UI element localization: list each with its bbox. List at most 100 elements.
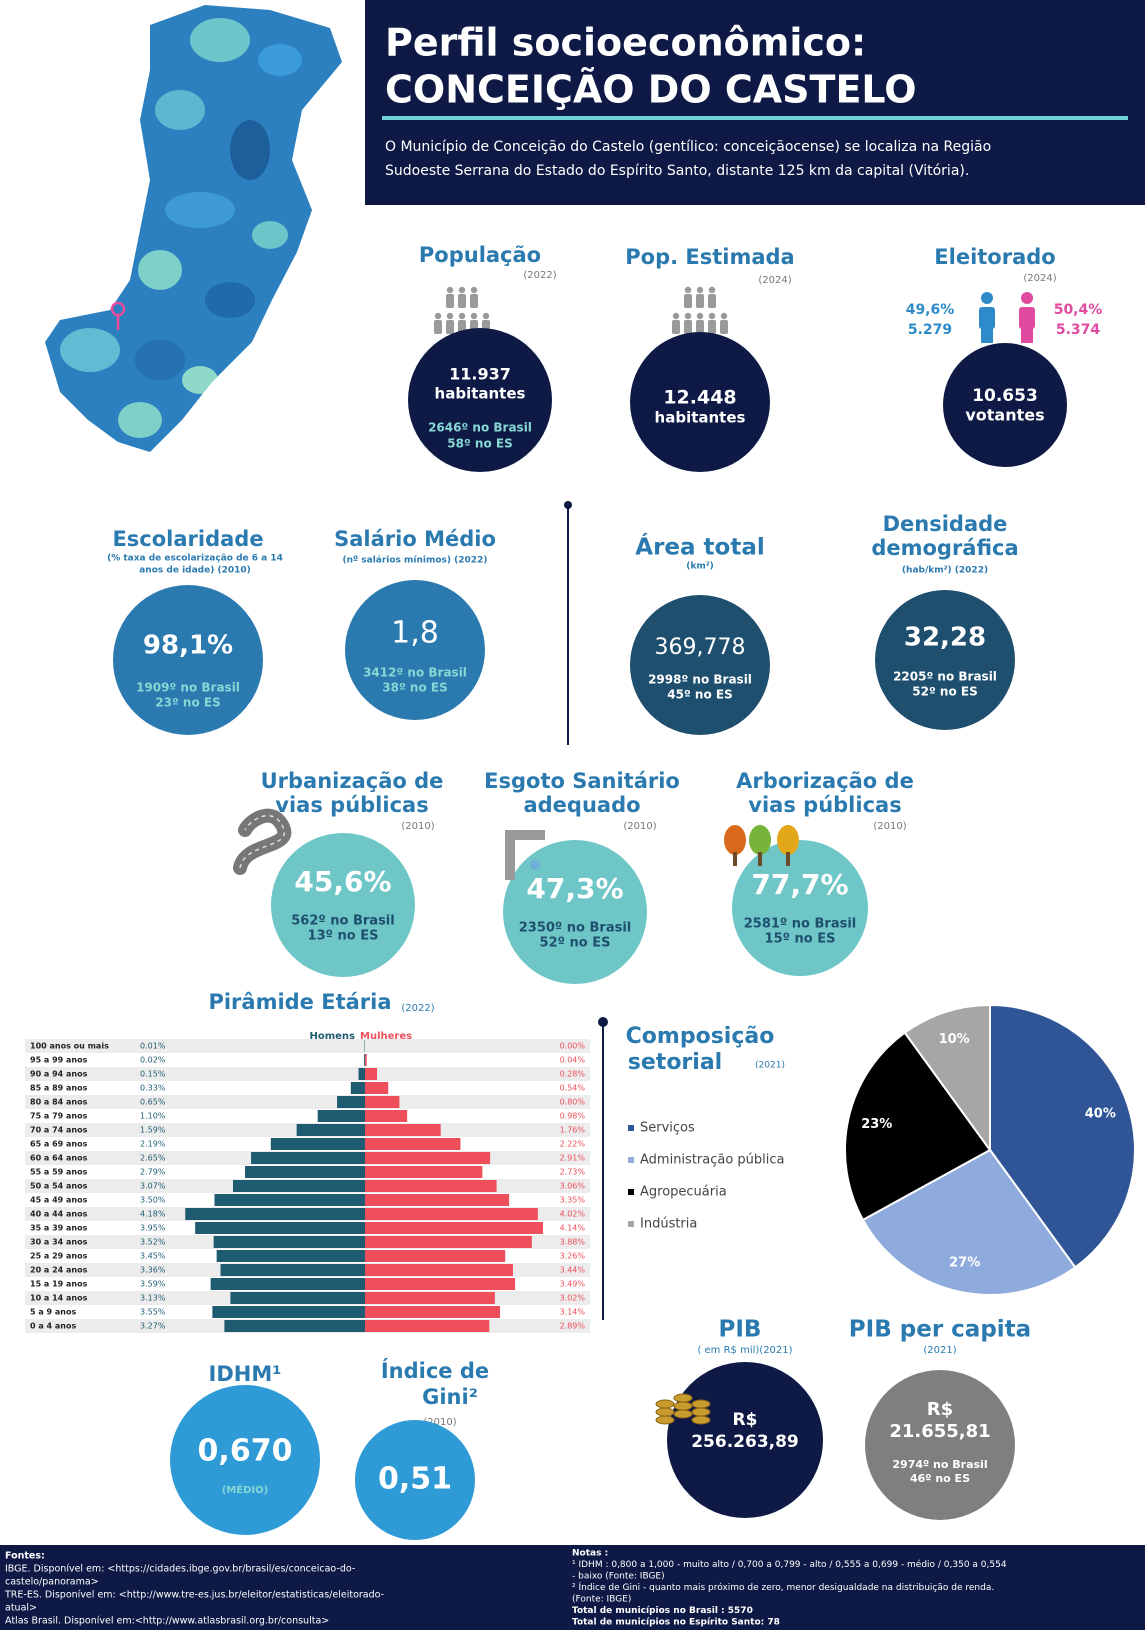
category-label: 0 a 4 anos [30, 1322, 76, 1331]
pie-slice [903, 1003, 991, 1154]
label: 5.374 [1056, 322, 1101, 338]
label: (2010) [401, 821, 434, 832]
icon [696, 294, 704, 308]
value-label: 0.04% [560, 1056, 586, 1065]
label: vias públicas [275, 793, 428, 817]
coin-icon [655, 1399, 675, 1409]
icon [684, 320, 692, 334]
bar [220, 1264, 365, 1276]
stat-circle [113, 585, 263, 735]
label: (km²) [686, 562, 714, 572]
value-label: 2.79% [140, 1168, 166, 1177]
value-label: 2.91% [560, 1154, 586, 1163]
bar [365, 1124, 441, 1136]
label: 52º no ES [912, 685, 977, 699]
label: adequado [523, 793, 640, 817]
icon [672, 312, 680, 320]
legend-label: Agropecuária [640, 1185, 727, 1200]
pie-slice [861, 1148, 1077, 1296]
divider-dot [564, 501, 572, 509]
label: 77,7% [751, 868, 848, 901]
label: anos de idade) (2010) [139, 566, 251, 576]
footer-text: TRE-ES. Disponível em: <http://www.tre-e… [4, 1590, 384, 1601]
bar [365, 1306, 501, 1318]
bar [365, 1110, 408, 1122]
legend-swatch [628, 1157, 634, 1163]
icon [458, 312, 466, 320]
value-label: 3.07% [140, 1182, 166, 1191]
label: 52º no ES [540, 936, 611, 951]
label: Gini² [422, 1385, 478, 1409]
footer-text: Notas : [572, 1549, 608, 1559]
stat-circle [345, 580, 485, 720]
icon [1021, 292, 1033, 304]
coin-icon [673, 1409, 693, 1419]
chart-title: Composição [626, 1024, 775, 1049]
icon [482, 312, 490, 320]
label: Esgoto Sanitário [484, 769, 680, 793]
label: Urbanização de [261, 769, 444, 793]
category-label: 40 a 44 anos [30, 1210, 88, 1219]
bar [251, 1152, 365, 1164]
footer-text: Total de municípios no Brasil : 5570 [572, 1606, 753, 1616]
bar [365, 1180, 497, 1192]
value-label: 3.88% [560, 1238, 586, 1247]
bar [195, 1222, 365, 1234]
legend-label: Serviços [640, 1121, 695, 1136]
label: 23º no ES [155, 696, 220, 710]
category-label: 45 a 49 anos [30, 1196, 88, 1205]
bar [365, 1082, 389, 1094]
label: vias públicas [748, 793, 901, 817]
bar [365, 1138, 461, 1150]
stat-circle [271, 833, 415, 977]
value-label: 1.76% [560, 1126, 586, 1135]
label: 562º no Brasil [291, 914, 394, 929]
label: (2024) [758, 275, 791, 286]
value-label: 3.55% [140, 1308, 166, 1317]
bar [337, 1096, 365, 1108]
footer-text: Total de municípios no Espírito Santo: 7… [572, 1618, 780, 1628]
icon [446, 312, 454, 320]
row-band [25, 1039, 590, 1053]
value-label: 3.59% [140, 1280, 166, 1289]
label: 32,28 [904, 623, 986, 653]
road-icon [239, 814, 285, 869]
icon [981, 327, 993, 343]
value-label: 3.26% [560, 1252, 586, 1261]
label: (MÉDIO) [222, 1483, 268, 1496]
bar [230, 1292, 365, 1304]
value-label: 2.19% [140, 1140, 166, 1149]
stat-circle [630, 595, 770, 735]
data-label: 27% [949, 1256, 980, 1271]
coin-icon [691, 1407, 711, 1417]
bar [365, 1320, 490, 1332]
bar [350, 1082, 365, 1094]
label: Índice de [381, 1358, 489, 1383]
chart-subtitle: (2021) [755, 1061, 785, 1071]
label: votantes [965, 406, 1044, 425]
faucet-icon [505, 840, 515, 880]
description: Sudoeste Serrana do Estado do Espírito S… [385, 163, 969, 179]
value-label: 3.45% [140, 1252, 166, 1261]
coin-icon [691, 1399, 711, 1409]
bar [224, 1320, 365, 1332]
value-label: 3.35% [560, 1196, 586, 1205]
label: PIB [719, 1317, 762, 1343]
legend-swatch [628, 1189, 634, 1195]
bar [365, 1222, 544, 1234]
category-label: 50 a 54 anos [30, 1182, 88, 1191]
icon [684, 294, 692, 308]
label: 15º no ES [765, 932, 836, 947]
icon [696, 312, 704, 320]
category-label: 70 a 74 anos [30, 1126, 88, 1135]
icon [684, 312, 692, 320]
value-label: 0.28% [560, 1070, 586, 1079]
value-label: 4.18% [140, 1210, 166, 1219]
label: (2010) [623, 821, 656, 832]
label: 2974º no Brasil [892, 1458, 987, 1471]
legend-label: Homens [309, 1031, 355, 1042]
icon [458, 286, 466, 294]
label: 1909º no Brasil [136, 681, 240, 695]
label: 256.263,89 [691, 1432, 799, 1452]
stat-circle [408, 328, 552, 472]
